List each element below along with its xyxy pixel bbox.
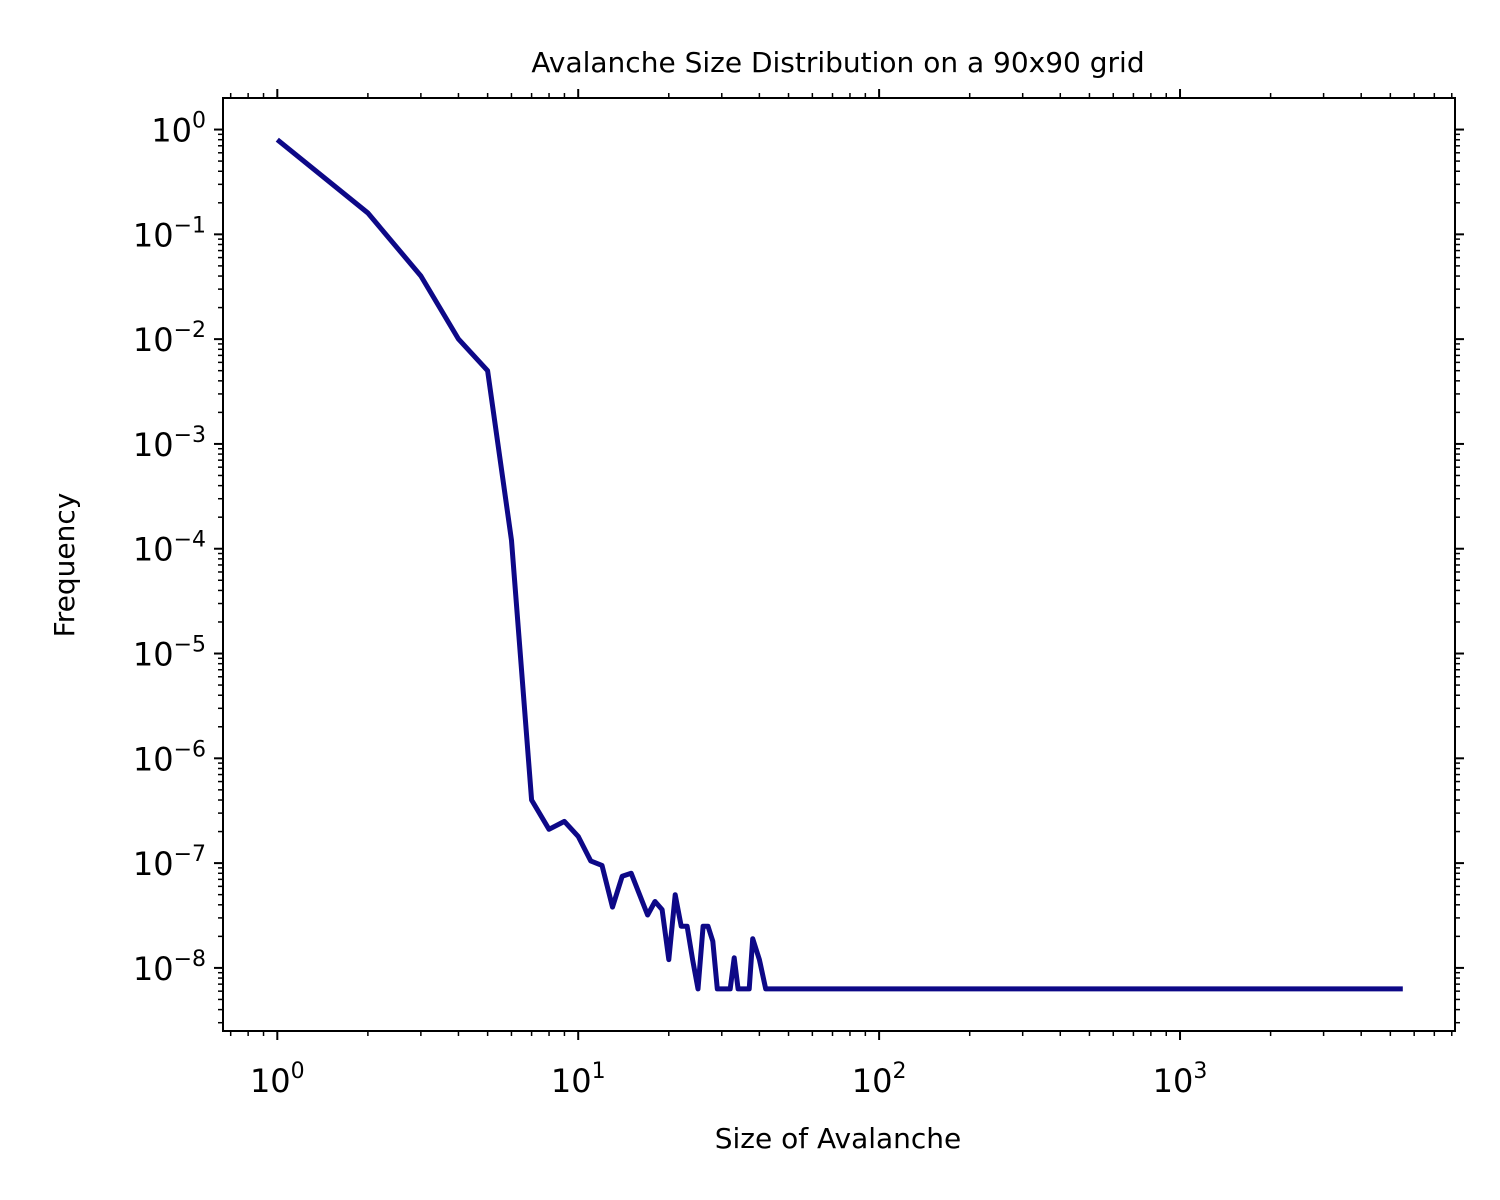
y-axis-label: Frequency (48, 493, 81, 638)
y-tick-label: 10−7 (133, 842, 206, 883)
y-tick-label: 100 (151, 109, 206, 150)
x-tick-label: 100 (250, 1059, 305, 1100)
y-tick-label: 10−8 (133, 947, 206, 988)
x-tick-label: 101 (551, 1059, 606, 1100)
y-tick-label: 10−5 (133, 633, 206, 674)
y-tick-label: 10−6 (133, 737, 206, 778)
series-line (275, 137, 1403, 992)
x-tick-label: 102 (852, 1059, 907, 1100)
x-tick-label: 103 (1153, 1059, 1208, 1100)
x-axis-ticks: 100 101 102 103 (250, 89, 1207, 1100)
plot-area: 100 101 102 103 100 10−1 10−2 10−3 10−4 10−5 10−6… (133, 89, 1464, 1100)
y-tick-label: 10−4 (133, 528, 206, 569)
y-tick-label: 10−1 (133, 213, 206, 254)
y-axis-ticks: 100 10−1 10−2 10−3 10−4 10−5 10−6 10−7 10−8 (133, 109, 1464, 988)
y-tick-label: 10−2 (133, 318, 206, 359)
plot-frame (222, 97, 1456, 1032)
x-axis-label: Size of Avalanche (715, 1122, 962, 1155)
y-tick-label: 10−3 (133, 423, 206, 464)
chart-title: Avalanche Size Distribution on a 90x90 g… (531, 46, 1144, 79)
minor-ticks (218, 93, 1460, 1036)
